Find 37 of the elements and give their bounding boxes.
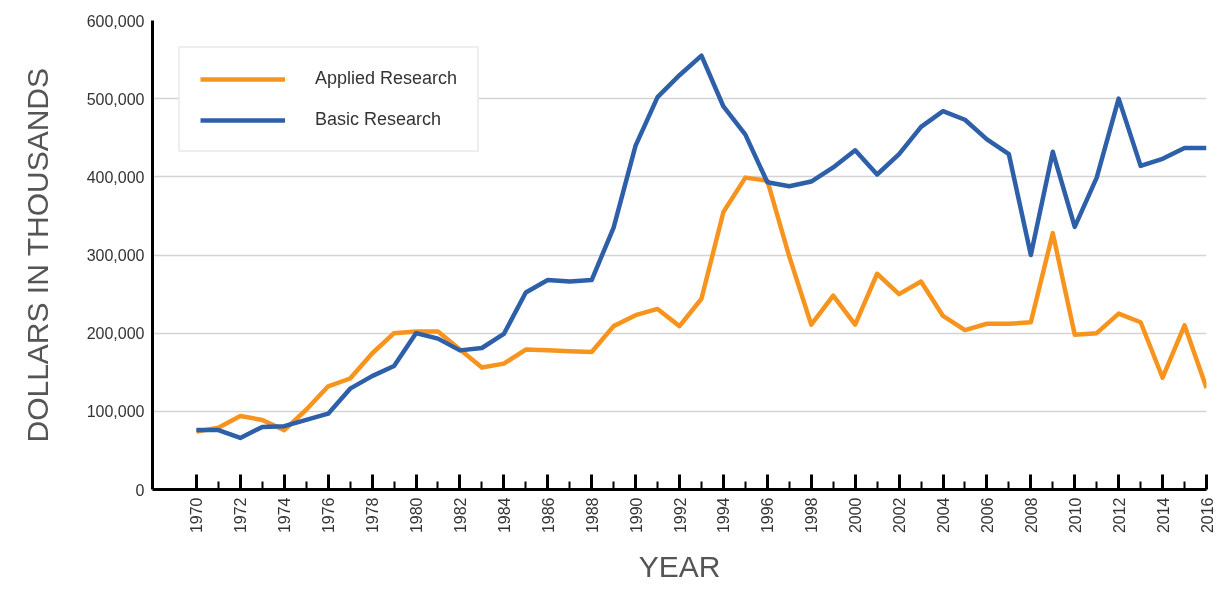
y-axis-title: DOLLARS IN THOUSANDS xyxy=(20,68,54,443)
x-tick-label: 2016 xyxy=(1198,497,1216,534)
x-tick-label: 2004 xyxy=(935,497,952,534)
x-tick-label: 1988 xyxy=(583,497,601,534)
legend-label: Applied Research xyxy=(315,68,458,89)
y-tick-label: 300,000 xyxy=(86,247,145,264)
x-tick-label: 1970 xyxy=(188,497,206,534)
x-tick-label: 1976 xyxy=(320,497,338,534)
x-tick-label: 1992 xyxy=(671,497,689,534)
line-series xyxy=(194,175,1207,434)
x-tick-label: 2002 xyxy=(891,497,909,534)
line-series xyxy=(194,53,1207,441)
y-tick-label: 200,000 xyxy=(86,325,145,343)
x-tick-label: 2010 xyxy=(1066,497,1084,534)
x-tick-label: 1986 xyxy=(539,497,557,534)
x-tick-label: 2006 xyxy=(978,497,996,534)
y-tick-label: 600,000 xyxy=(86,12,145,30)
x-tick-label: 2008 xyxy=(1022,497,1040,534)
x-tick-label: 1998 xyxy=(803,497,821,534)
x-tick-label: 2012 xyxy=(1110,497,1128,534)
x-axis-title: YEAR xyxy=(638,550,721,584)
x-tick-label: 1980 xyxy=(408,497,425,534)
y-tick-label: 500,000 xyxy=(86,90,145,108)
x-tick-label: 1982 xyxy=(451,497,469,534)
x-tick-label: 1974 xyxy=(276,497,294,534)
x-tick-label: 1996 xyxy=(759,497,777,534)
x-tick-label: 1994 xyxy=(715,497,733,534)
y-tick-label: 0 xyxy=(135,481,145,499)
x-tick-label: 1978 xyxy=(364,497,382,534)
x-tick-label: 2014 xyxy=(1154,497,1172,534)
legend-label: Basic Research xyxy=(315,109,442,130)
y-tick-label: 400,000 xyxy=(86,168,145,186)
x-tick-label: 2000 xyxy=(847,497,865,534)
x-tick-label: 1972 xyxy=(232,497,250,534)
x-tick-label: 1990 xyxy=(627,497,645,534)
y-tick-label: 100,000 xyxy=(86,403,145,421)
x-tick-label: 1984 xyxy=(495,497,513,534)
